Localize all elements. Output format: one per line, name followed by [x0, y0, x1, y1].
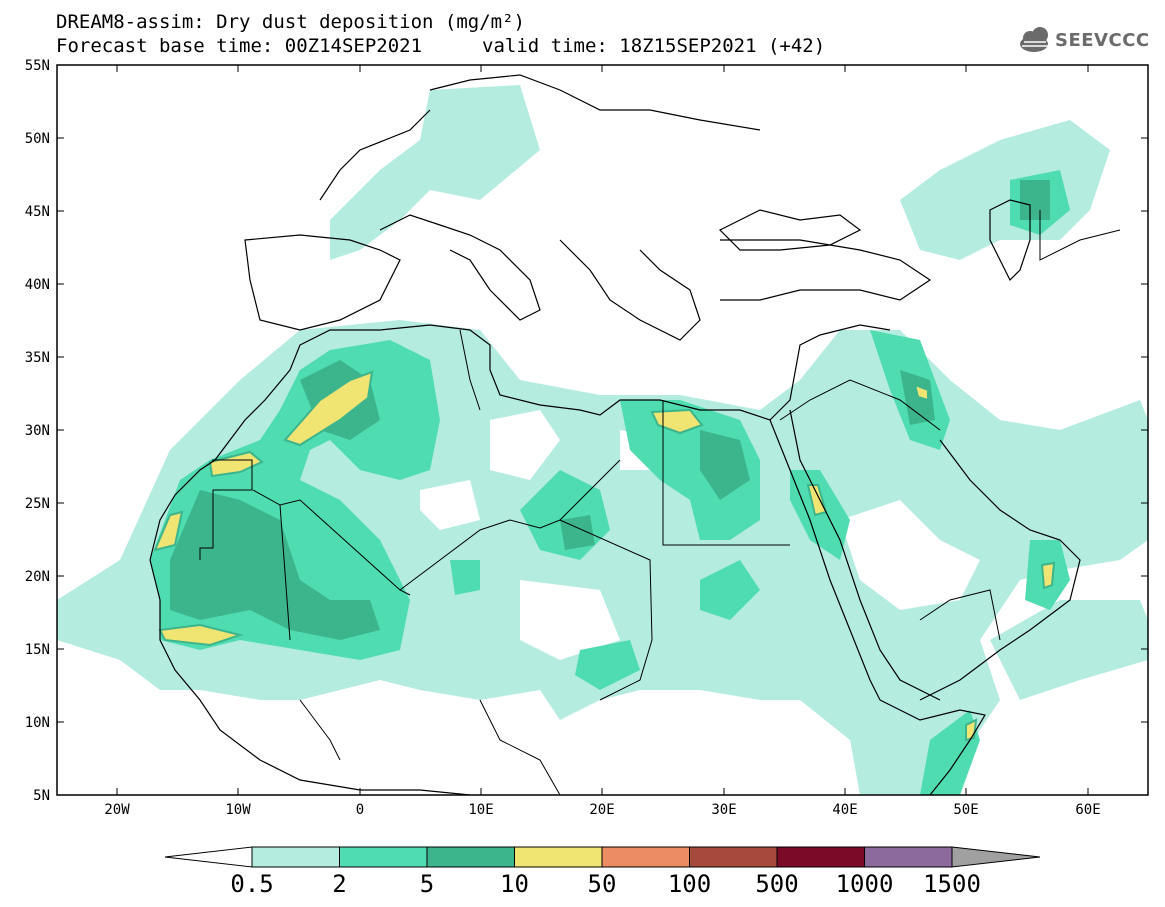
lon-label: 30E: [711, 802, 736, 818]
lon-label: 60E: [1075, 802, 1100, 818]
colorbar-label: 2: [332, 870, 347, 898]
lat-label: 40N: [25, 277, 50, 293]
axis-ticks: [57, 65, 1148, 795]
lat-label: 20N: [25, 569, 50, 585]
lat-label: 5N: [33, 788, 50, 804]
colorbar-swatch: [514, 846, 603, 868]
seevccc-logo: SEEVCCC: [1055, 30, 1150, 51]
coastlines: [149, 74, 1081, 795]
colorbar-swatch: [689, 846, 778, 868]
lat-label: 30N: [25, 423, 50, 439]
map-title: DREAM8-assim: Dry dust deposition (mg/m²…: [56, 11, 525, 33]
lon-label: 10E: [468, 802, 493, 818]
colorbar-swatch: [864, 846, 953, 868]
forecast-base-time: Forecast base time: 00Z14SEP2021: [56, 35, 423, 57]
lat-label: 15N: [25, 642, 50, 658]
colorbar-label: 5: [419, 870, 435, 898]
colorbar-swatch: [601, 846, 690, 868]
cloud-icon: [1020, 27, 1048, 52]
lon-label: 0: [356, 802, 364, 818]
colorbar-swatch: [426, 846, 515, 868]
colorbar-swatch: [339, 846, 428, 868]
colorbar: [164, 846, 1041, 868]
lat-label: 35N: [25, 350, 50, 366]
lat-label: 55N: [25, 58, 50, 74]
lat-label: 10N: [25, 715, 50, 731]
colorbar-label: 100: [667, 870, 712, 898]
lon-label: 10W: [225, 802, 251, 818]
colorbar-label: 500: [755, 870, 799, 898]
lon-label: 40E: [832, 802, 857, 818]
colorbar-label: 0.5: [230, 870, 274, 898]
country-borders: [199, 210, 1121, 795]
colorbar-swatch: [251, 846, 340, 868]
lat-label: 25N: [25, 496, 50, 512]
colorbar-label: 10: [500, 870, 529, 898]
valid-time: valid time: 18Z15SEP2021 (+42): [482, 35, 826, 57]
colorbar-high-arrow: [951, 846, 1041, 868]
lon-label: 50E: [953, 802, 978, 818]
colorbar-label: 1000: [835, 870, 894, 898]
lon-label: 20W: [104, 802, 130, 818]
dust-level-10: [153, 370, 1056, 742]
colorbar-label: 50: [587, 870, 617, 898]
lat-label: 50N: [25, 131, 50, 147]
lat-label: 45N: [25, 204, 50, 220]
colorbar-swatch: [776, 846, 865, 868]
colorbar-low-arrow: [164, 846, 253, 868]
lon-label: 20E: [589, 802, 614, 818]
colorbar-label: 1500: [923, 870, 981, 898]
